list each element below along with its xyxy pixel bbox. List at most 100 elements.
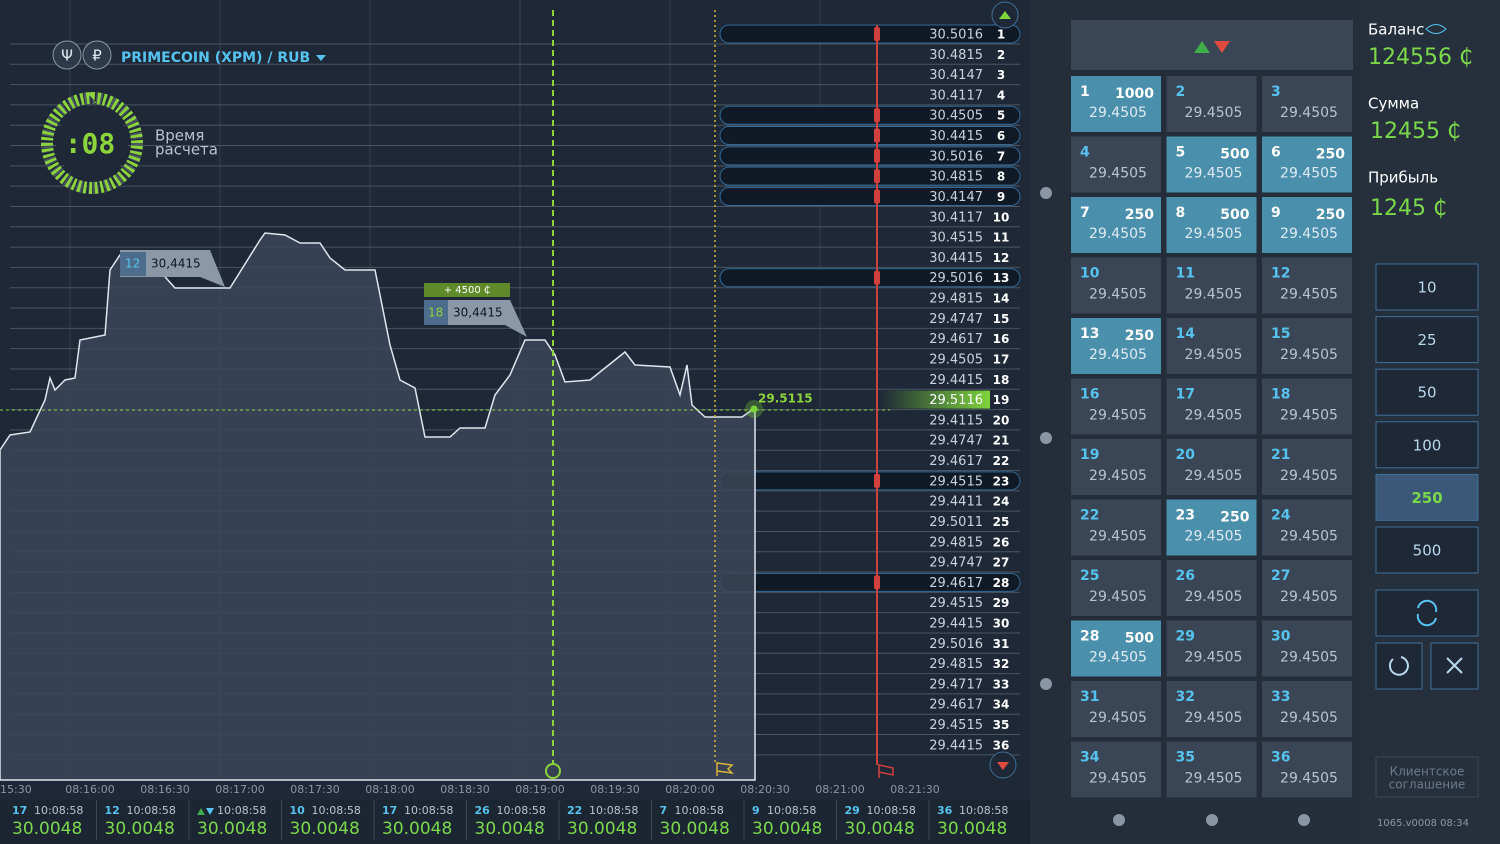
marker-price: 30,4415 bbox=[453, 306, 503, 320]
cell[interactable] bbox=[1071, 560, 1161, 616]
ticker-time: 10:08:58 bbox=[675, 804, 724, 817]
level-num: 1 bbox=[997, 28, 1005, 42]
undo-button[interactable] bbox=[1375, 642, 1423, 690]
up-arrow bbox=[999, 11, 1011, 19]
cell-num: 8 bbox=[1176, 205, 1186, 221]
icon bbox=[82, 40, 112, 70]
cell-price: 29.4505 bbox=[1185, 771, 1243, 787]
ticker-num: 7 bbox=[660, 804, 668, 817]
cell-num: 19 bbox=[1080, 447, 1099, 463]
cell[interactable] bbox=[1262, 620, 1352, 677]
marker-num: 18 bbox=[428, 306, 443, 320]
cell-num: 35 bbox=[1176, 750, 1195, 766]
level-num: 32 bbox=[993, 657, 1010, 671]
cell[interactable] bbox=[1166, 620, 1257, 677]
cell[interactable] bbox=[1166, 681, 1257, 737]
cell[interactable] bbox=[1071, 620, 1161, 677]
cell[interactable] bbox=[1166, 318, 1257, 374]
cell[interactable] bbox=[1262, 499, 1352, 556]
refresh-button[interactable] bbox=[1375, 589, 1479, 637]
ticker-time: 10:08:58 bbox=[312, 804, 361, 817]
agreement: соглашение bbox=[1389, 778, 1466, 792]
level-num: 2 bbox=[997, 48, 1005, 62]
ticker-price: 30.0048 bbox=[382, 819, 452, 839]
clear-button[interactable] bbox=[1430, 642, 1479, 690]
cell[interactable] bbox=[1166, 76, 1257, 132]
cell[interactable] bbox=[1071, 681, 1161, 737]
dot bbox=[1298, 814, 1310, 826]
cell[interactable] bbox=[1166, 741, 1257, 798]
undo-icon bbox=[1388, 656, 1409, 676]
cell[interactable] bbox=[1262, 681, 1352, 737]
clear-icon bbox=[1446, 657, 1463, 674]
level-price: 29.4717 bbox=[929, 677, 983, 692]
cell[interactable] bbox=[1262, 136, 1352, 193]
amount-button[interactable] bbox=[1375, 368, 1479, 416]
cell[interactable] bbox=[1262, 318, 1352, 374]
level-price: 29.5116 bbox=[929, 393, 983, 408]
cell-price: 29.4505 bbox=[1185, 105, 1243, 121]
cell[interactable] bbox=[1166, 378, 1257, 435]
ticker-time: 10:08:58 bbox=[497, 804, 546, 817]
active-band bbox=[719, 24, 1021, 44]
timer-label: расчета bbox=[155, 141, 218, 159]
level-price: 29.5016 bbox=[929, 637, 983, 652]
time-label: 15:30 bbox=[0, 783, 32, 796]
cell[interactable] bbox=[1071, 741, 1161, 798]
symbol[interactable]: PRIMECOIN (XPM) / RUB bbox=[121, 50, 310, 66]
cell[interactable] bbox=[1262, 741, 1352, 798]
cell[interactable] bbox=[1071, 76, 1161, 132]
cell[interactable] bbox=[1166, 560, 1257, 616]
dot bbox=[1040, 678, 1052, 690]
amount-button[interactable] bbox=[1375, 263, 1479, 311]
amount-button[interactable] bbox=[1375, 526, 1479, 574]
active-band bbox=[719, 105, 1021, 125]
cell[interactable] bbox=[1262, 378, 1352, 435]
amount-button[interactable] bbox=[1375, 316, 1479, 364]
cell[interactable] bbox=[1262, 197, 1352, 253]
level-num: 24 bbox=[993, 495, 1010, 509]
cell[interactable] bbox=[1166, 257, 1257, 314]
cell[interactable] bbox=[1262, 76, 1352, 132]
cell-num: 4 bbox=[1080, 145, 1090, 161]
cell[interactable] bbox=[1166, 439, 1257, 495]
level-marker bbox=[874, 473, 880, 488]
cell[interactable] bbox=[1262, 257, 1352, 314]
level-price: 30.4515 bbox=[929, 231, 983, 246]
cell[interactable] bbox=[1071, 197, 1161, 253]
dropdown-arrow[interactable] bbox=[316, 55, 326, 61]
level-num: 12 bbox=[993, 251, 1010, 265]
cell-amount: 250 bbox=[1316, 207, 1345, 223]
cell[interactable] bbox=[1071, 257, 1161, 314]
cell-num: 29 bbox=[1176, 629, 1195, 645]
amount-button[interactable] bbox=[1375, 473, 1479, 521]
cell-amount: 250 bbox=[1220, 510, 1249, 526]
level-price: 29.4115 bbox=[929, 413, 983, 428]
cell[interactable] bbox=[1071, 439, 1161, 495]
cell[interactable] bbox=[1166, 499, 1257, 556]
level-num: 19 bbox=[993, 393, 1010, 407]
level-marker bbox=[874, 169, 880, 184]
sum: 12455 ₵ bbox=[1370, 119, 1461, 144]
cell[interactable] bbox=[1071, 378, 1161, 435]
timer-face bbox=[56, 107, 128, 179]
cell[interactable] bbox=[1166, 197, 1257, 253]
cell[interactable] bbox=[1071, 318, 1161, 374]
cell[interactable] bbox=[1166, 136, 1257, 193]
agreement-button[interactable] bbox=[1375, 756, 1479, 798]
time-label: 08:17:00 bbox=[215, 783, 264, 796]
level-price: 29.5011 bbox=[929, 515, 983, 530]
level-num: 13 bbox=[993, 271, 1010, 285]
amount-button[interactable] bbox=[1375, 421, 1479, 469]
cell[interactable] bbox=[1262, 439, 1352, 495]
level-price: 30.4815 bbox=[929, 170, 983, 185]
cell[interactable] bbox=[1071, 499, 1161, 556]
cell-num: 12 bbox=[1271, 266, 1290, 282]
cell-num: 31 bbox=[1080, 689, 1099, 705]
cell-price: 29.4505 bbox=[1089, 287, 1147, 303]
active-band bbox=[719, 126, 1021, 146]
cell[interactable] bbox=[1071, 136, 1161, 193]
cell[interactable] bbox=[1262, 560, 1352, 616]
marker-price: 30,4415 bbox=[151, 257, 201, 271]
eye-icon[interactable] bbox=[1425, 24, 1447, 34]
